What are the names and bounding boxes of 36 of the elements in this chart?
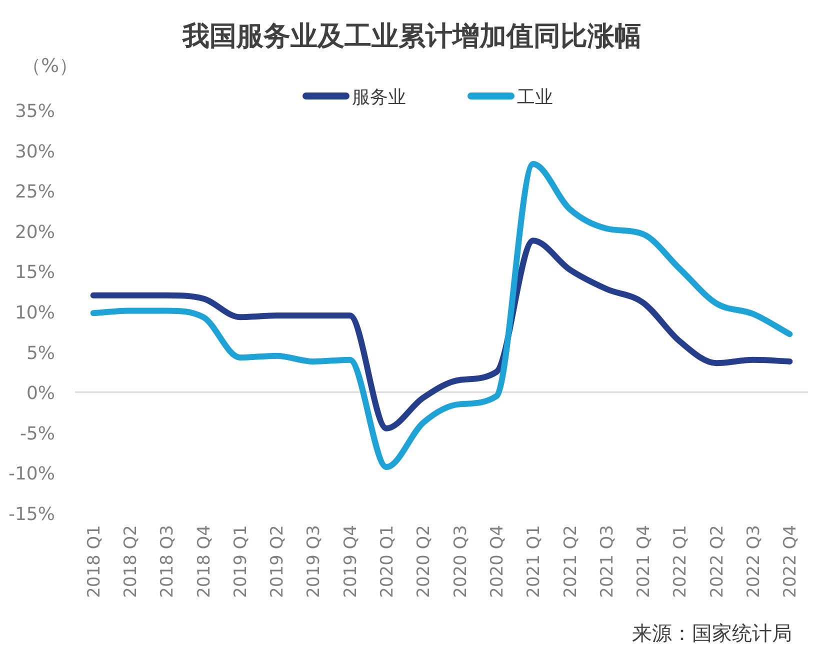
- legend-label: 工业: [517, 87, 553, 108]
- x-tick-label: 2018 Q4: [194, 525, 214, 598]
- x-tick-label: 2019 Q2: [268, 525, 288, 598]
- x-tick-label: 2021 Q3: [597, 525, 618, 598]
- y-tick-label: 0%: [26, 383, 55, 404]
- x-tick-label: 2020 Q4: [487, 525, 508, 598]
- source-note: 来源：国家统计局: [632, 621, 792, 645]
- x-tick-label: 2022 Q4: [780, 525, 801, 598]
- x-tick-label: 2021 Q1: [524, 525, 544, 598]
- x-tick-label: 2021 Q2: [560, 525, 581, 598]
- y-tick-label: -10%: [8, 464, 55, 485]
- y-tick-label: 25%: [14, 182, 55, 203]
- y-tick-label: 35%: [14, 101, 55, 122]
- y-tick-label: 5%: [26, 342, 55, 364]
- y-tick-label: 15%: [14, 262, 55, 284]
- y-tick-label: 10%: [14, 302, 55, 324]
- x-tick-label: 2022 Q3: [744, 525, 764, 598]
- x-tick-label: 2020 Q3: [450, 525, 471, 598]
- x-tick-label: 2022 Q2: [707, 525, 728, 598]
- x-tick-label: 2018 Q1: [84, 525, 104, 598]
- y-tick-label: -15%: [8, 504, 55, 525]
- x-tick-label: 2018 Q3: [158, 525, 178, 598]
- chart-title: 我国服务业及工业累计增加值同比涨幅: [182, 21, 642, 52]
- x-tick-label: 2019 Q3: [304, 525, 324, 598]
- y-tick-label: 30%: [14, 141, 55, 162]
- x-tick-label: 2022 Q1: [670, 525, 691, 598]
- x-tick-label: 2019 Q1: [230, 525, 251, 598]
- legend-label: 服务业: [352, 87, 406, 108]
- y-tick-label: -5%: [20, 423, 55, 444]
- x-tick-label: 2020 Q2: [414, 525, 434, 598]
- x-tick-label: 2018 Q2: [120, 525, 141, 598]
- y-axis-title: （%）: [22, 55, 78, 77]
- y-tick-label: 20%: [14, 222, 55, 243]
- x-tick-label: 2019 Q4: [340, 525, 361, 598]
- x-tick-label: 2020 Q1: [378, 525, 398, 598]
- x-tick-label: 2021 Q4: [634, 525, 654, 598]
